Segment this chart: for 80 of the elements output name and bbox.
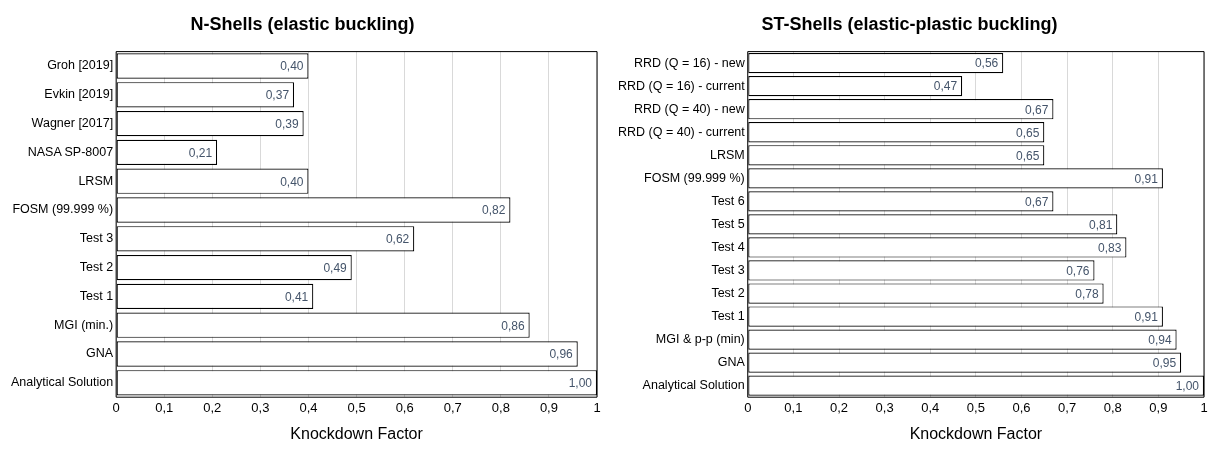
x-tick-label: 0 bbox=[744, 399, 752, 415]
data-label: 1,00 bbox=[1175, 378, 1200, 393]
y-tick-label: FOSM (99.999 %) bbox=[644, 170, 745, 185]
data-label: 0,82 bbox=[482, 203, 506, 218]
y-tick-label: Analytical Solution bbox=[10, 375, 114, 390]
y-tick-label: RRD (Q = 40) - new bbox=[633, 101, 746, 116]
x-tick-label: 1 bbox=[593, 399, 601, 415]
x-tick-label: 0,7 bbox=[1058, 399, 1077, 415]
chart-title: N-Shells (elastic buckling) bbox=[190, 13, 415, 34]
y-tick-label: Test 2 bbox=[711, 285, 745, 300]
data-label: 0,96 bbox=[549, 347, 574, 362]
data-label: 0,65 bbox=[1015, 148, 1040, 163]
data-label: 0,56 bbox=[974, 56, 999, 71]
y-tick-label: Test 4 bbox=[711, 239, 745, 254]
data-label: 0,67 bbox=[1025, 102, 1049, 117]
y-tick-label: Analytical Solution bbox=[642, 378, 745, 393]
chart-title: ST-Shells (elastic-plastic buckling) bbox=[761, 13, 1058, 34]
y-tick-label: RRD (Q = 16) - new bbox=[633, 55, 746, 70]
y-tick-label: MGI (min.) bbox=[54, 317, 114, 332]
y-tick-label: Test 3 bbox=[711, 262, 745, 277]
data-label: 0,78 bbox=[1075, 286, 1099, 301]
y-tick-label: GNA bbox=[717, 355, 746, 370]
data-label: 0,21 bbox=[188, 145, 213, 160]
x-tick-label: 0,2 bbox=[829, 399, 849, 415]
y-tick-label: RRD (Q = 40) - current bbox=[618, 124, 746, 139]
y-tick-label: Test 2 bbox=[79, 260, 114, 275]
x-tick-label: 1 bbox=[1200, 399, 1208, 415]
x-tick-label: 0,8 bbox=[1103, 399, 1122, 415]
y-tick-label: Test 6 bbox=[711, 193, 745, 208]
data-label: 0,37 bbox=[265, 88, 290, 103]
y-tick-label: Test 3 bbox=[79, 231, 114, 246]
y-tick-label: Groh [2019] bbox=[47, 58, 114, 73]
y-tick-label: Evkin [2019] bbox=[44, 87, 114, 102]
data-label: 0,40 bbox=[280, 174, 304, 189]
x-axis-title: Knockdown Factor bbox=[290, 424, 424, 442]
data-label: 0,86 bbox=[501, 318, 525, 333]
y-tick-label: RRD (Q = 16) - current bbox=[618, 78, 746, 93]
y-tick-label: GNA bbox=[86, 346, 114, 361]
x-tick-label: 0,1 bbox=[784, 399, 803, 415]
data-label: 0,67 bbox=[1025, 194, 1049, 209]
data-label: 0,76 bbox=[1066, 263, 1090, 278]
x-tick-label: 0,5 bbox=[966, 399, 985, 415]
x-tick-label: 0,9 bbox=[1149, 399, 1168, 415]
x-tick-label: 0,2 bbox=[203, 399, 222, 415]
x-tick-label: 0,4 bbox=[299, 399, 318, 415]
y-tick-label: Test 1 bbox=[711, 309, 745, 324]
x-tick-label: 0,7 bbox=[443, 399, 462, 415]
data-label: 0,91 bbox=[1134, 171, 1159, 186]
x-tick-label: 0,5 bbox=[347, 399, 366, 415]
x-tick-label: 0,4 bbox=[921, 399, 940, 415]
data-label: 0,40 bbox=[280, 59, 304, 74]
y-tick-label: FOSM (99.999 %) bbox=[12, 202, 114, 217]
x-axis-title: Knockdown Factor bbox=[909, 424, 1043, 442]
data-label: 0,49 bbox=[323, 260, 348, 275]
x-tick-label: 0,6 bbox=[1012, 399, 1031, 415]
data-label: 0,94 bbox=[1148, 332, 1172, 347]
data-label: 0,91 bbox=[1134, 309, 1159, 324]
x-tick-label: 0,9 bbox=[539, 399, 558, 415]
y-tick-label: LRSM bbox=[78, 173, 114, 188]
y-tick-label: NASA SP-8007 bbox=[27, 144, 114, 159]
data-label: 0,65 bbox=[1015, 125, 1040, 140]
data-label: 0,81 bbox=[1088, 217, 1113, 232]
data-label: 0,41 bbox=[284, 289, 309, 304]
y-tick-label: MGI & p-p (min) bbox=[655, 332, 745, 347]
y-tick-label: Wagner [2017] bbox=[31, 116, 114, 131]
data-label: 0,39 bbox=[275, 116, 299, 131]
data-label: 0,62 bbox=[385, 232, 410, 247]
x-tick-label: 0,1 bbox=[155, 399, 174, 415]
data-label: 0,83 bbox=[1098, 240, 1122, 255]
y-tick-label: LRSM bbox=[710, 147, 745, 162]
data-label: 0,47 bbox=[933, 79, 958, 94]
x-tick-label: 0,3 bbox=[875, 399, 894, 415]
y-tick-label: Test 1 bbox=[79, 288, 114, 303]
y-tick-label: Test 5 bbox=[711, 216, 745, 231]
x-tick-label: 0,6 bbox=[395, 399, 414, 415]
data-label: 0,95 bbox=[1152, 355, 1177, 370]
x-tick-label: 0 bbox=[112, 399, 120, 415]
x-tick-label: 0,3 bbox=[251, 399, 270, 415]
data-label: 1,00 bbox=[568, 376, 593, 391]
x-tick-label: 0,8 bbox=[491, 399, 510, 415]
